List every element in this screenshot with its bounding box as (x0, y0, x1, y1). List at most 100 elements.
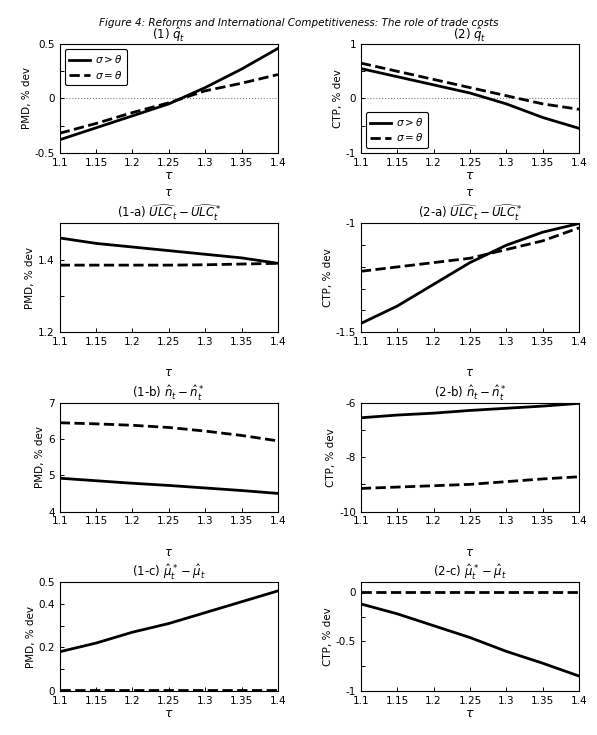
$\sigma > \theta$ (393, 301, 401, 310)
$\sigma = \theta$ (430, 75, 437, 84)
$\sigma > \theta$ (129, 628, 136, 637)
$\sigma > \theta$ (576, 399, 583, 408)
$\sigma = \theta$ (576, 105, 583, 114)
$\sigma = \theta$ (165, 261, 173, 270)
$\sigma > \theta$ (238, 65, 245, 74)
Title: (2) $\hat{q}_t$: (2) $\hat{q}_t$ (453, 25, 487, 44)
Title: $\tau$
(2-c) $\hat{\mu}_t^* - \hat{\mu}_t$: $\tau$ (2-c) $\hat{\mu}_t^* - \hat{\mu}_… (433, 545, 507, 582)
$\sigma = \theta$ (93, 686, 100, 695)
$\sigma = \theta$ (165, 686, 173, 695)
Y-axis label: PMD, % dev: PMD, % dev (26, 247, 35, 309)
Text: Figure 4: Reforms and International Competitiveness: The role of trade costs: Figure 4: Reforms and International Comp… (99, 18, 498, 29)
$\sigma > \theta$ (93, 239, 100, 248)
$\sigma = \theta$ (357, 267, 364, 276)
$\sigma > \theta$ (503, 99, 510, 108)
Line: $\sigma > \theta$: $\sigma > \theta$ (60, 49, 278, 140)
$\sigma > \theta$ (129, 243, 136, 251)
$\sigma > \theta$ (393, 72, 401, 81)
$\sigma > \theta$ (539, 228, 546, 237)
$\sigma > \theta$ (466, 89, 473, 98)
$\sigma = \theta$ (56, 261, 63, 270)
$\sigma > \theta$ (357, 413, 364, 422)
$\sigma = \theta$ (129, 261, 136, 270)
Line: $\sigma > \theta$: $\sigma > \theta$ (60, 478, 278, 493)
Y-axis label: PMD, % dev: PMD, % dev (35, 426, 45, 488)
$\sigma > \theta$ (56, 135, 63, 144)
Y-axis label: PMD, % dev: PMD, % dev (26, 606, 36, 667)
$\sigma = \theta$ (202, 260, 209, 269)
Line: $\sigma = \theta$: $\sigma = \theta$ (60, 74, 278, 133)
$\sigma = \theta$ (238, 431, 245, 440)
$\sigma > \theta$ (539, 113, 546, 122)
$\sigma > \theta$ (165, 619, 173, 628)
$\sigma = \theta$ (503, 588, 510, 597)
$\sigma > \theta$ (202, 484, 209, 492)
$\sigma = \theta$ (466, 254, 473, 262)
$\sigma > \theta$ (503, 647, 510, 656)
$\sigma > \theta$ (165, 246, 173, 255)
$\sigma > \theta$ (466, 633, 473, 642)
X-axis label: $\tau$: $\tau$ (465, 169, 475, 182)
Line: $\sigma > \theta$: $\sigma > \theta$ (361, 604, 579, 676)
$\sigma = \theta$ (576, 223, 583, 232)
$\sigma = \theta$ (129, 108, 136, 117)
$\sigma > \theta$ (275, 489, 282, 498)
Title: $\tau$
(2-b) $\hat{n}_t - \hat{n}_t^*$: $\tau$ (2-b) $\hat{n}_t - \hat{n}_t^*$ (433, 366, 506, 403)
$\sigma = \theta$ (56, 686, 63, 695)
Line: $\sigma = \theta$: $\sigma = \theta$ (361, 63, 579, 110)
$\sigma = \theta$ (165, 423, 173, 432)
$\sigma > \theta$ (393, 609, 401, 618)
Y-axis label: CTP, % dev: CTP, % dev (323, 607, 333, 666)
$\sigma > \theta$ (357, 600, 364, 609)
$\sigma = \theta$ (357, 588, 364, 597)
$\sigma > \theta$ (503, 404, 510, 412)
$\sigma = \theta$ (129, 686, 136, 695)
Y-axis label: PMD, % dev: PMD, % dev (22, 68, 32, 129)
Title: (1) $\hat{q}_t$: (1) $\hat{q}_t$ (152, 25, 186, 44)
$\sigma = \theta$ (466, 83, 473, 92)
Legend: $\sigma > \theta$, $\sigma = \theta$: $\sigma > \theta$, $\sigma = \theta$ (366, 112, 428, 148)
$\sigma > \theta$ (129, 112, 136, 121)
$\sigma = \theta$ (202, 87, 209, 96)
$\sigma = \theta$ (202, 686, 209, 695)
$\sigma > \theta$ (430, 280, 437, 289)
$\sigma > \theta$ (202, 609, 209, 617)
$\sigma > \theta$ (539, 659, 546, 667)
$\sigma = \theta$ (576, 588, 583, 597)
$\sigma > \theta$ (275, 587, 282, 595)
Line: $\sigma = \theta$: $\sigma = \theta$ (361, 477, 579, 489)
Line: $\sigma = \theta$: $\sigma = \theta$ (361, 228, 579, 271)
$\sigma > \theta$ (430, 621, 437, 630)
$\sigma = \theta$ (430, 258, 437, 267)
Title: $\tau$
(1-c) $\hat{\mu}_t^* - \hat{\mu}_t$: $\tau$ (1-c) $\hat{\mu}_t^* - \hat{\mu}_… (132, 545, 206, 582)
$\sigma > \theta$ (275, 259, 282, 268)
$\sigma = \theta$ (539, 475, 546, 484)
$\sigma = \theta$ (275, 686, 282, 695)
$\sigma > \theta$ (165, 481, 173, 490)
$\sigma = \theta$ (393, 262, 401, 271)
Line: $\sigma > \theta$: $\sigma > \theta$ (361, 223, 579, 323)
X-axis label: $\tau$: $\tau$ (164, 169, 174, 182)
$\sigma = \theta$ (238, 79, 245, 87)
$\sigma > \theta$ (165, 99, 173, 108)
$\sigma = \theta$ (93, 420, 100, 429)
$\sigma > \theta$ (393, 411, 401, 420)
$\sigma = \theta$ (93, 119, 100, 128)
$\sigma > \theta$ (56, 234, 63, 243)
$\sigma = \theta$ (466, 588, 473, 597)
$\sigma = \theta$ (357, 484, 364, 493)
$\sigma > \theta$ (576, 219, 583, 228)
Line: $\sigma > \theta$: $\sigma > \theta$ (60, 591, 278, 652)
$\sigma = \theta$ (430, 588, 437, 597)
Y-axis label: CTP, % dev: CTP, % dev (323, 248, 333, 307)
Legend: $\sigma > \theta$, $\sigma = \theta$: $\sigma > \theta$, $\sigma = \theta$ (65, 49, 127, 85)
$\sigma > \theta$ (466, 406, 473, 415)
Title: $\tau$
(1-b) $\hat{n}_t - \hat{n}_t^*$: $\tau$ (1-b) $\hat{n}_t - \hat{n}_t^*$ (133, 366, 205, 403)
$\sigma > \theta$ (430, 80, 437, 89)
Line: $\sigma = \theta$: $\sigma = \theta$ (60, 263, 278, 265)
$\sigma > \theta$ (202, 250, 209, 259)
$\sigma > \theta$ (56, 474, 63, 483)
$\sigma = \theta$ (238, 259, 245, 268)
$\sigma > \theta$ (357, 319, 364, 328)
$\sigma = \theta$ (539, 588, 546, 597)
